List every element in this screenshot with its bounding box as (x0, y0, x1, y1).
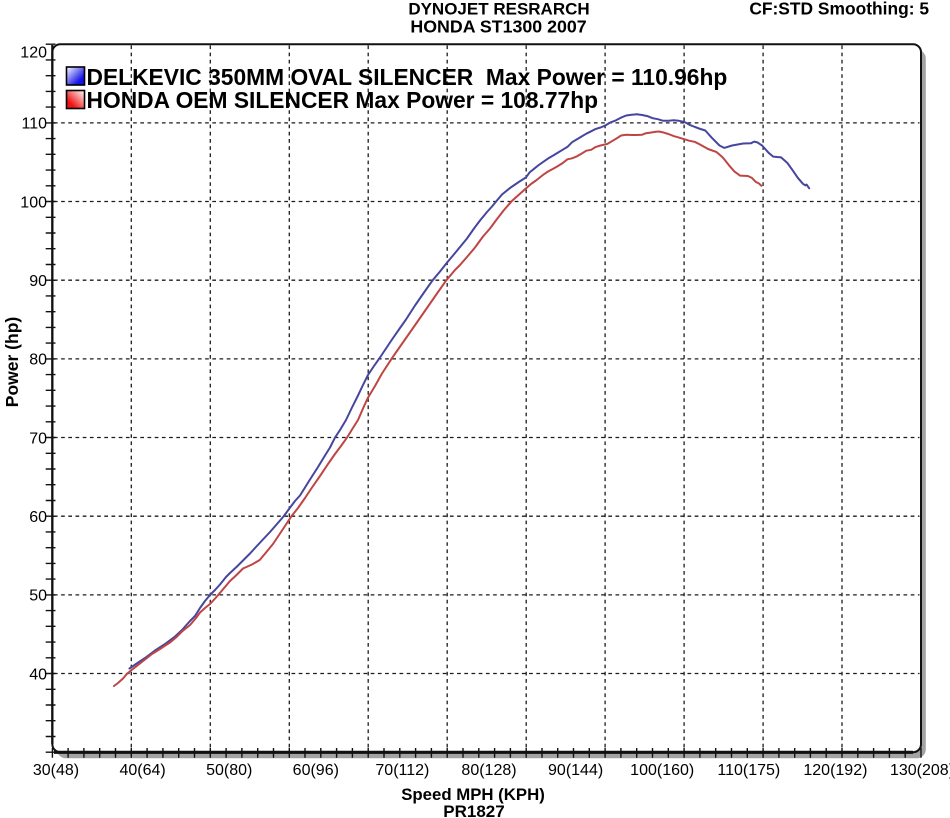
svg-text:50: 50 (29, 588, 47, 605)
svg-text:100(160): 100(160) (630, 762, 694, 779)
svg-text:120(192): 120(192) (803, 762, 867, 779)
svg-text:60: 60 (29, 509, 47, 526)
svg-text:PR1827: PR1827 (443, 802, 504, 818)
svg-text:110(175): 110(175) (717, 762, 780, 779)
svg-text:120: 120 (20, 45, 47, 62)
svg-text:HONDA ST1300 2007: HONDA ST1300 2007 (410, 17, 586, 37)
svg-text:40(64): 40(64) (119, 762, 165, 779)
svg-text:CF:STD Smoothing: 5: CF:STD Smoothing: 5 (749, 0, 929, 19)
svg-text:130(208): 130(208) (890, 762, 950, 779)
svg-text:50(80): 50(80) (206, 762, 252, 779)
svg-text:110: 110 (21, 116, 47, 133)
svg-text:70(112): 70(112) (375, 762, 429, 779)
svg-text:80: 80 (29, 352, 47, 369)
svg-text:90: 90 (29, 273, 47, 290)
svg-text:Power (hp): Power (hp) (2, 317, 22, 407)
svg-text:30(48): 30(48) (33, 762, 79, 779)
svg-text:HONDA OEM SILENCER Max Power =: HONDA OEM SILENCER Max Power = 108.77hp (87, 87, 599, 113)
svg-text:60(96): 60(96) (293, 762, 339, 779)
svg-text:Speed MPH (KPH): Speed MPH (KPH) (401, 785, 545, 804)
svg-text:DYNOJET RESRARCH: DYNOJET RESRARCH (408, 0, 589, 19)
svg-text:100: 100 (20, 194, 47, 211)
svg-text:70: 70 (29, 430, 47, 447)
svg-text:DELKEVIC 350MM OVAL SILENCER: DELKEVIC 350MM OVAL SILENCER Max Power =… (87, 64, 728, 90)
svg-text:80(128): 80(128) (461, 762, 516, 779)
svg-text:40: 40 (29, 666, 47, 683)
svg-text:90(144): 90(144) (548, 762, 603, 779)
